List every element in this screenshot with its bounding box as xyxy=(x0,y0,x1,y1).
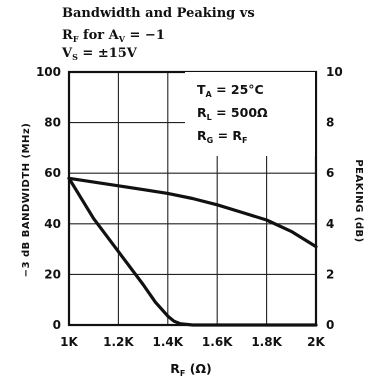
x-axis-label: RF (Ω) xyxy=(170,361,212,378)
bandwidth-series-line xyxy=(67,176,318,249)
y-left-tick-label: 80 xyxy=(44,116,61,130)
chart-title-line1: Bandwidth and Peaking vs xyxy=(62,6,255,21)
y-left-tick-label: 60 xyxy=(44,166,61,180)
chart-title-line3: VS = ±15V xyxy=(61,46,138,62)
y-right-tick-labels: 0 2 4 6 8 10 xyxy=(326,65,343,332)
y-left-tick-label: 20 xyxy=(44,267,61,281)
y-right-tick-label: 4 xyxy=(326,217,334,231)
chart-series xyxy=(67,176,318,327)
x-tick-label: 1.4K xyxy=(153,335,184,349)
annotation-gain-resistor: RG = RF xyxy=(197,128,248,145)
y-right-tick-label: 6 xyxy=(326,166,334,180)
y-left-tick-labels: 0 20 40 60 80 100 xyxy=(36,65,61,332)
y-right-tick-label: 2 xyxy=(326,267,334,281)
x-tick-label: 1.2K xyxy=(103,335,134,349)
annotation-box xyxy=(185,72,315,156)
chart-title-line2: RF for AV = −1 xyxy=(62,28,165,44)
y-right-axis-label: PEAKING (dB) xyxy=(353,159,364,242)
y-left-tick-label: 100 xyxy=(36,65,61,79)
x-tick-label: 1.8K xyxy=(251,335,282,349)
annotation-temperature: TA = 25°C xyxy=(197,82,264,99)
x-tick-labels: 1K 1.2K 1.4K 1.6K 1.8K 2K xyxy=(60,335,325,349)
y-right-tick-label: 0 xyxy=(326,318,334,332)
y-left-tick-label: 40 xyxy=(44,217,61,231)
x-tick-label: 1K xyxy=(60,335,78,349)
annotation-load-resistance: RL = 500Ω xyxy=(197,105,268,122)
y-left-tick-label: 0 xyxy=(53,318,61,332)
y-right-tick-label: 8 xyxy=(326,116,334,130)
y-left-axis-label: −3 dB BANDWIDTH (MHz) xyxy=(21,123,32,278)
x-tick-label: 2K xyxy=(307,335,325,349)
peaking-series-line xyxy=(67,176,318,327)
x-tick-label: 1.6K xyxy=(202,335,233,349)
y-right-tick-label: 10 xyxy=(326,65,343,79)
